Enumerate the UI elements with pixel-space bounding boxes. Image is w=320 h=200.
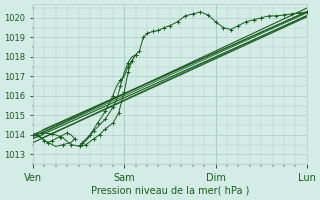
X-axis label: Pression niveau de la mer( hPa ): Pression niveau de la mer( hPa ) <box>91 186 249 196</box>
